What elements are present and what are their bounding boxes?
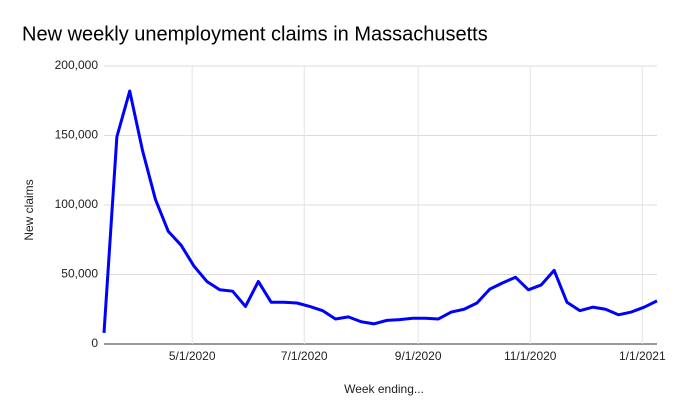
x-tick-label: 7/1/2020: [281, 349, 328, 363]
y-tick-label: 100,000: [55, 197, 99, 211]
y-tick-label: 50,000: [61, 267, 98, 281]
chart-title: New weekly unemployment claims in Massac…: [22, 23, 488, 45]
x-tick-label: 1/1/2021: [619, 349, 666, 363]
y-tick-label: 200,000: [55, 58, 99, 72]
y-axis-label: New claims: [22, 179, 36, 240]
x-tick-label: 9/1/2020: [395, 349, 442, 363]
x-tick-label: 11/1/2020: [504, 349, 557, 363]
y-tick-label: 0: [91, 336, 98, 350]
x-axis-label: Week ending...: [344, 382, 424, 396]
x-tick-label: 5/1/2020: [169, 349, 216, 363]
data-line: [102, 89, 658, 333]
y-tick-label: 150,000: [55, 128, 99, 142]
